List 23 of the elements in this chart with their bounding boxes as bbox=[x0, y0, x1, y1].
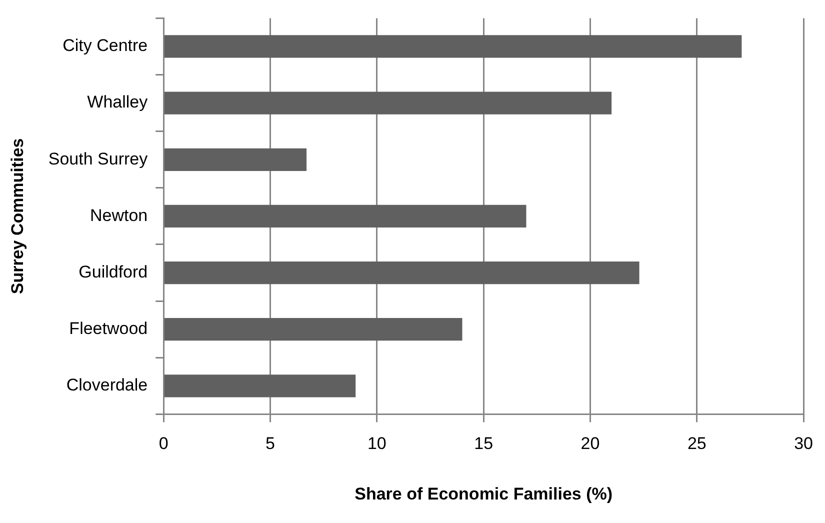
y-axis-title: Surrey Commuities bbox=[8, 138, 27, 294]
bar bbox=[164, 204, 526, 228]
bar bbox=[164, 148, 307, 171]
x-tick-label: 20 bbox=[580, 434, 600, 454]
y-tick-label: Cloverdale bbox=[66, 376, 148, 395]
y-tick-label: Newton bbox=[90, 206, 148, 225]
x-tick-label: 30 bbox=[794, 434, 814, 454]
x-axis-title: Share of Economic Families (%) bbox=[354, 484, 613, 504]
bar bbox=[164, 35, 742, 58]
bar bbox=[164, 92, 612, 114]
bar bbox=[164, 261, 640, 284]
y-tick-label: Whalley bbox=[87, 92, 148, 112]
x-tick-label: 25 bbox=[687, 434, 706, 454]
y-tick-label: Fleetwood bbox=[69, 319, 148, 338]
y-tick-label: Guildford bbox=[78, 262, 148, 282]
x-tick-label: 5 bbox=[266, 434, 276, 454]
x-tick-label: 0 bbox=[158, 434, 168, 454]
bar bbox=[164, 318, 462, 341]
x-tick-label: 10 bbox=[367, 434, 386, 454]
bar bbox=[164, 374, 356, 398]
x-tick-label: 15 bbox=[474, 434, 494, 454]
y-tick-label: City Centre bbox=[62, 36, 148, 56]
y-tick-label: South Surrey bbox=[48, 149, 148, 168]
